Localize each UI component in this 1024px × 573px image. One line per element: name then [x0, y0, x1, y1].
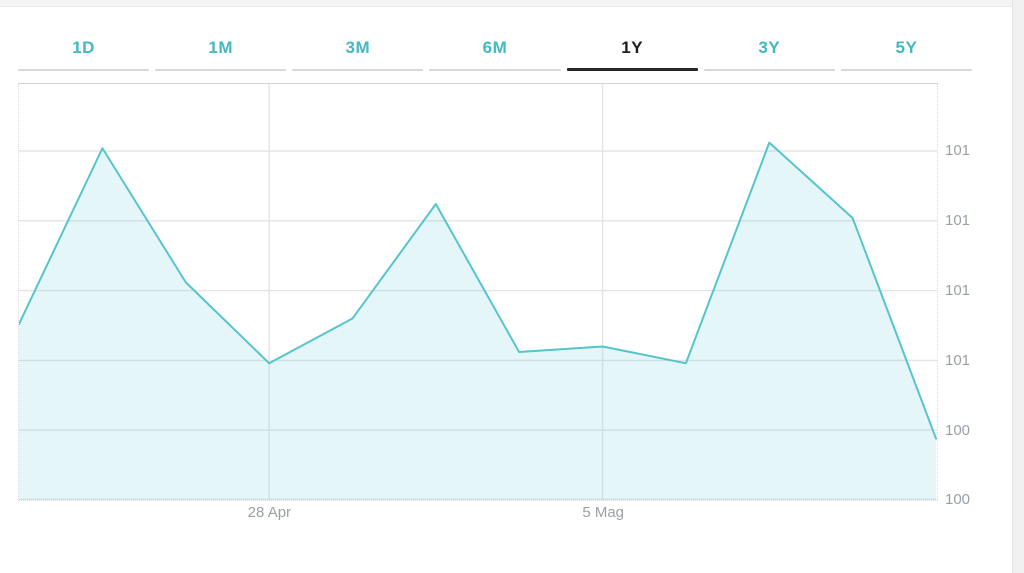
tab-3y-label: 3Y: [758, 38, 781, 57]
x-axis-label: 28 Apr: [247, 504, 292, 521]
tab-1d-underline: [18, 69, 150, 71]
tab-3m[interactable]: 3M: [292, 34, 424, 71]
tab-6m[interactable]: 6M: [429, 34, 561, 71]
tab-6m-label: 6M: [482, 38, 508, 57]
tab-5y-label: 5Y: [895, 38, 918, 57]
period-tabs: 1D 1M 3M 6M 1Y 3Y 5Y: [18, 34, 972, 71]
tab-1m-underline: [155, 69, 287, 71]
price-area-chart[interactable]: 101 101 101 101 100 100 28 Apr 5 Mag: [18, 83, 970, 521]
y-axis-label: 101: [945, 212, 971, 230]
y-axis-label: 101: [945, 142, 971, 160]
tab-6m-underline: [429, 69, 561, 71]
page-background-right-edge: [1012, 0, 1024, 573]
tab-3y-underline: [703, 69, 835, 71]
tab-3y[interactable]: 3Y: [703, 34, 835, 71]
y-axis-label: 100: [945, 491, 971, 508]
tab-1d-label: 1D: [72, 38, 95, 57]
tab-1d[interactable]: 1D: [18, 34, 150, 71]
tab-3m-label: 3M: [345, 38, 371, 57]
tab-1y-label: 1Y: [621, 38, 644, 57]
tab-1m[interactable]: 1M: [155, 34, 287, 71]
y-axis-label: 100: [945, 422, 971, 440]
page-background-top: [0, 0, 1024, 7]
tab-5y[interactable]: 5Y: [840, 34, 972, 71]
x-axis-label: 5 Mag: [582, 504, 625, 521]
area-chart-canvas[interactable]: [19, 84, 937, 500]
y-axis-label: 101: [945, 282, 971, 300]
tab-1m-label: 1M: [208, 38, 234, 57]
tab-1y-underline: [566, 68, 698, 71]
tab-1y[interactable]: 1Y: [566, 34, 698, 71]
tab-3m-underline: [292, 69, 424, 71]
y-axis-label: 101: [945, 352, 971, 370]
tab-5y-underline: [840, 69, 972, 71]
